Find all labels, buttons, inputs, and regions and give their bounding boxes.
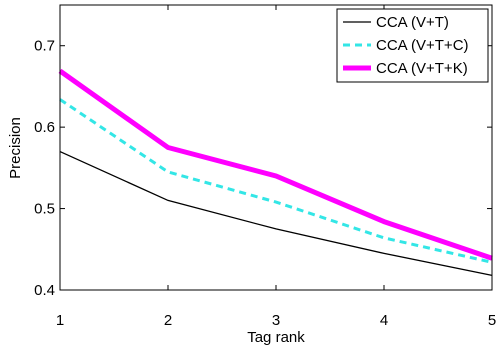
y-tick-label: 0.4 xyxy=(34,282,55,299)
legend-label-1: CCA (V+T) xyxy=(376,14,449,31)
legend-label-3: CCA (V+T+K) xyxy=(376,60,468,77)
x-tick-label: 5 xyxy=(488,312,496,329)
plot-area xyxy=(58,68,493,276)
series-line-1 xyxy=(59,150,493,276)
x-tick-label: 4 xyxy=(380,312,388,329)
x-axis-label: Tag rank xyxy=(247,329,305,346)
x-tick-label: 3 xyxy=(272,312,280,329)
ticks: 1 2 3 4 5 0.4 0.5 0.6 0.7 xyxy=(34,5,496,329)
legend-label-2: CCA (V+T+C) xyxy=(376,37,469,54)
y-tick-label: 0.5 xyxy=(34,201,55,218)
series-line-2 xyxy=(59,98,493,264)
y-tick-label: 0.7 xyxy=(34,38,55,55)
x-tick-label: 1 xyxy=(56,312,64,329)
x-tick-label: 2 xyxy=(164,312,172,329)
series-line-3 xyxy=(58,68,493,261)
legend: CCA (V+T) CCA (V+T+C) CCA (V+T+K) xyxy=(336,8,489,83)
y-tick-label: 0.6 xyxy=(34,119,55,136)
y-axis-label: Precision xyxy=(7,117,24,179)
